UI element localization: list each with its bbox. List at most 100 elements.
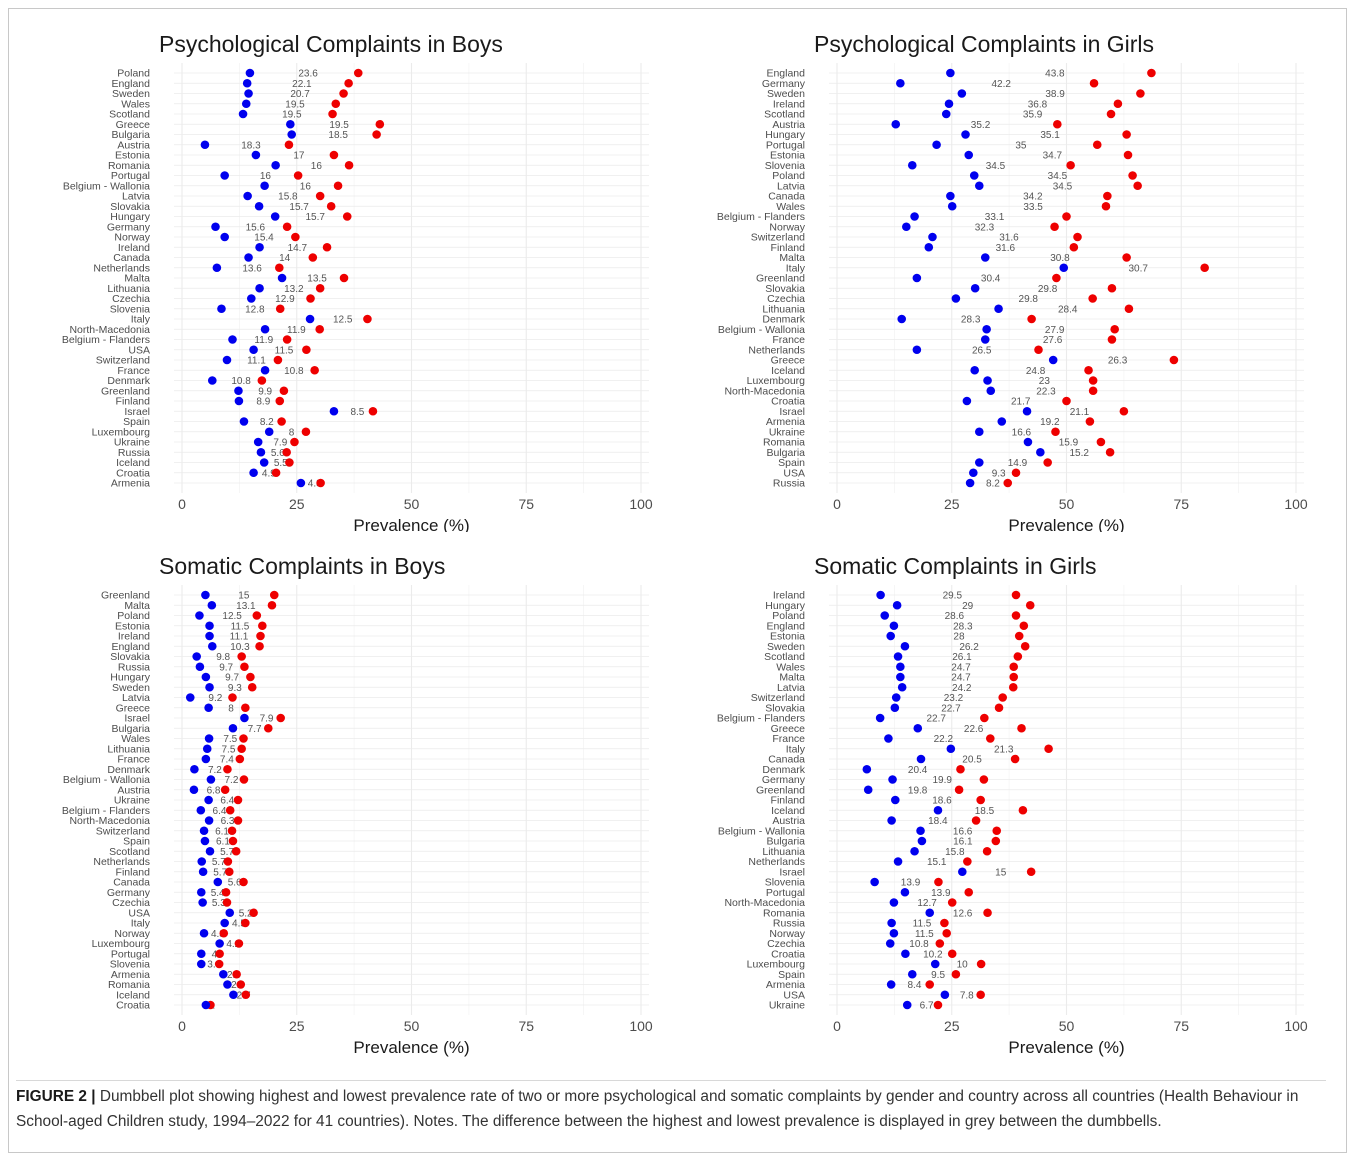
x-axis-title: Prevalence (%) <box>1008 1038 1124 1057</box>
low-prevalence-point <box>253 437 263 447</box>
category-label: Ukraine <box>769 426 805 438</box>
low-prevalence-point <box>254 201 264 211</box>
high-prevalence-point <box>1133 181 1142 191</box>
low-prevalence-point <box>202 744 212 754</box>
low-prevalence-point <box>201 754 211 764</box>
low-prevalence-point <box>887 816 896 825</box>
category-label: Switzerland <box>96 825 150 837</box>
high-prevalence-point <box>940 918 949 928</box>
difference-label: 7.5 <box>223 734 237 745</box>
high-prevalence-point <box>1147 68 1156 78</box>
difference-label: 15.8 <box>945 847 965 858</box>
category-label: North-Macedonia <box>724 385 805 397</box>
high-prevalence-point <box>277 417 286 426</box>
high-prevalence-point <box>237 652 246 661</box>
difference-label: 6.3 <box>221 816 235 827</box>
difference-label: 36.8 <box>1028 99 1048 110</box>
low-prevalence-point <box>1048 355 1058 365</box>
difference-label: 31.6 <box>996 243 1016 254</box>
high-prevalence-point <box>1119 406 1129 416</box>
category-label: Belgium - Flanders <box>717 713 805 725</box>
high-prevalence-point <box>237 744 246 754</box>
category-label: Canada <box>768 754 805 766</box>
high-prevalence-point <box>247 682 257 692</box>
category-label: Israel <box>124 406 150 418</box>
low-prevalence-point <box>199 928 209 938</box>
low-prevalence-point <box>196 959 206 969</box>
category-label: Ireland <box>118 631 150 643</box>
difference-label: 9.5 <box>931 970 945 981</box>
category-label: Estonia <box>115 150 150 162</box>
difference-label: 18.5 <box>328 130 348 141</box>
high-prevalence-point <box>1066 160 1075 170</box>
high-prevalence-point <box>275 396 285 406</box>
low-prevalence-point <box>897 314 907 324</box>
difference-label: 18.6 <box>932 796 952 807</box>
difference-label: 12.5 <box>222 611 242 622</box>
difference-label: 19.5 <box>282 110 302 121</box>
category-label: Wales <box>776 661 805 673</box>
category-label: Russia <box>118 447 150 459</box>
category-label: Sweden <box>767 641 805 653</box>
low-prevalence-point <box>287 130 297 139</box>
category-label: Norway <box>769 928 805 940</box>
category-label: Germany <box>107 887 151 899</box>
low-prevalence-point <box>969 468 978 478</box>
difference-label: 12.9 <box>275 294 295 305</box>
category-label: Croatia <box>771 396 805 408</box>
difference-label: 26.3 <box>1108 356 1128 367</box>
difference-label: 20.4 <box>908 765 928 776</box>
low-prevalence-point <box>917 836 927 846</box>
category-label: Ireland <box>773 98 805 110</box>
low-prevalence-point <box>970 283 980 293</box>
low-prevalence-point <box>205 682 214 692</box>
difference-label: 24.8 <box>1026 366 1046 377</box>
x-tick-label: 0 <box>178 1018 186 1034</box>
category-label: Iceland <box>116 989 150 1001</box>
category-label: Slovenia <box>110 959 150 971</box>
high-prevalence-point <box>331 99 341 109</box>
category-label: France <box>117 754 150 766</box>
difference-label: 28.3 <box>961 315 981 326</box>
difference-label: 9.9 <box>258 386 272 397</box>
low-prevalence-point <box>887 918 896 928</box>
chart-title: Somatic Complaints in Girls <box>814 553 1096 579</box>
low-prevalence-point <box>902 1000 912 1010</box>
low-prevalence-point <box>228 335 237 344</box>
category-label: Malta <box>779 252 805 264</box>
category-label: Malta <box>124 600 150 612</box>
low-prevalence-point <box>190 764 199 774</box>
category-label: Belgium - Wallonia <box>718 825 805 837</box>
high-prevalence-point <box>1107 283 1117 293</box>
category-label: Bulgaria <box>111 723 150 735</box>
low-prevalence-point <box>994 304 1003 314</box>
difference-label: 21.1 <box>1070 407 1090 418</box>
difference-label: 33.1 <box>985 212 1005 223</box>
high-prevalence-point <box>282 222 292 232</box>
difference-label: 21.7 <box>1011 397 1031 408</box>
high-prevalence-point <box>925 980 935 989</box>
category-label: Slovakia <box>765 283 805 295</box>
category-label: Greece <box>116 119 151 131</box>
x-tick-label: 25 <box>289 1018 305 1034</box>
difference-label: 15.1 <box>927 857 947 868</box>
low-prevalence-point <box>928 232 937 242</box>
high-prevalence-point <box>284 140 294 150</box>
high-prevalence-point <box>252 611 262 620</box>
high-prevalence-point <box>1085 417 1095 426</box>
figure-frame: Psychological Complaints in Boys Poland 23… <box>8 8 1347 1153</box>
low-prevalence-point <box>969 171 979 180</box>
category-label: Romania <box>763 907 805 919</box>
low-prevalence-point <box>891 693 901 702</box>
difference-label: 9.3 <box>228 683 242 694</box>
low-prevalence-point <box>204 703 213 713</box>
high-prevalence-point <box>214 959 224 969</box>
low-prevalence-point <box>982 324 991 334</box>
category-label: Iceland <box>116 457 150 469</box>
category-label: Greenland <box>756 273 805 285</box>
difference-label: 16 <box>311 161 323 172</box>
high-prevalence-point <box>1062 212 1071 221</box>
difference-label: 15.8 <box>278 192 298 203</box>
difference-label: 16 <box>260 171 272 182</box>
difference-label: 34.5 <box>1053 181 1073 192</box>
